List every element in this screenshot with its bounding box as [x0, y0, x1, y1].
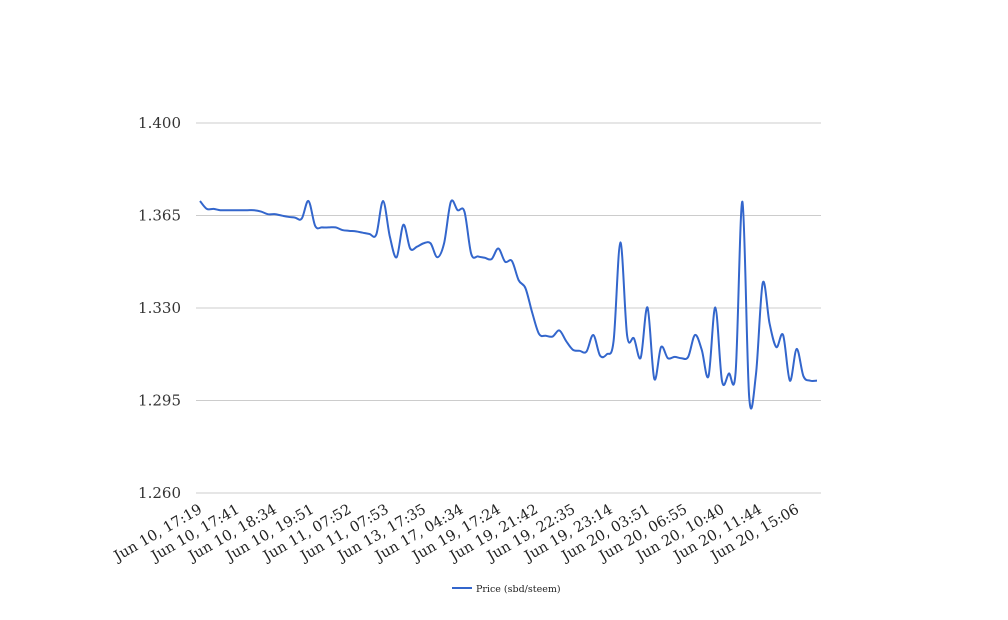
- y-axis-ticks: 1.400 1.365 1.330 1.295 1.260: [138, 114, 181, 502]
- y-tick-label: 1.400: [138, 114, 181, 132]
- series-line-price: [199, 199, 818, 410]
- y-tick-label: 1.260: [138, 484, 181, 502]
- y-tick-label: 1.330: [138, 299, 181, 317]
- legend-label: Price (sbd/steem): [476, 584, 561, 595]
- gridlines: [196, 122, 821, 494]
- y-tick-label: 1.365: [138, 207, 181, 225]
- series-lines: [199, 199, 818, 410]
- y-tick-label: 1.295: [138, 392, 181, 410]
- legend: Price (sbd/steem): [452, 584, 561, 595]
